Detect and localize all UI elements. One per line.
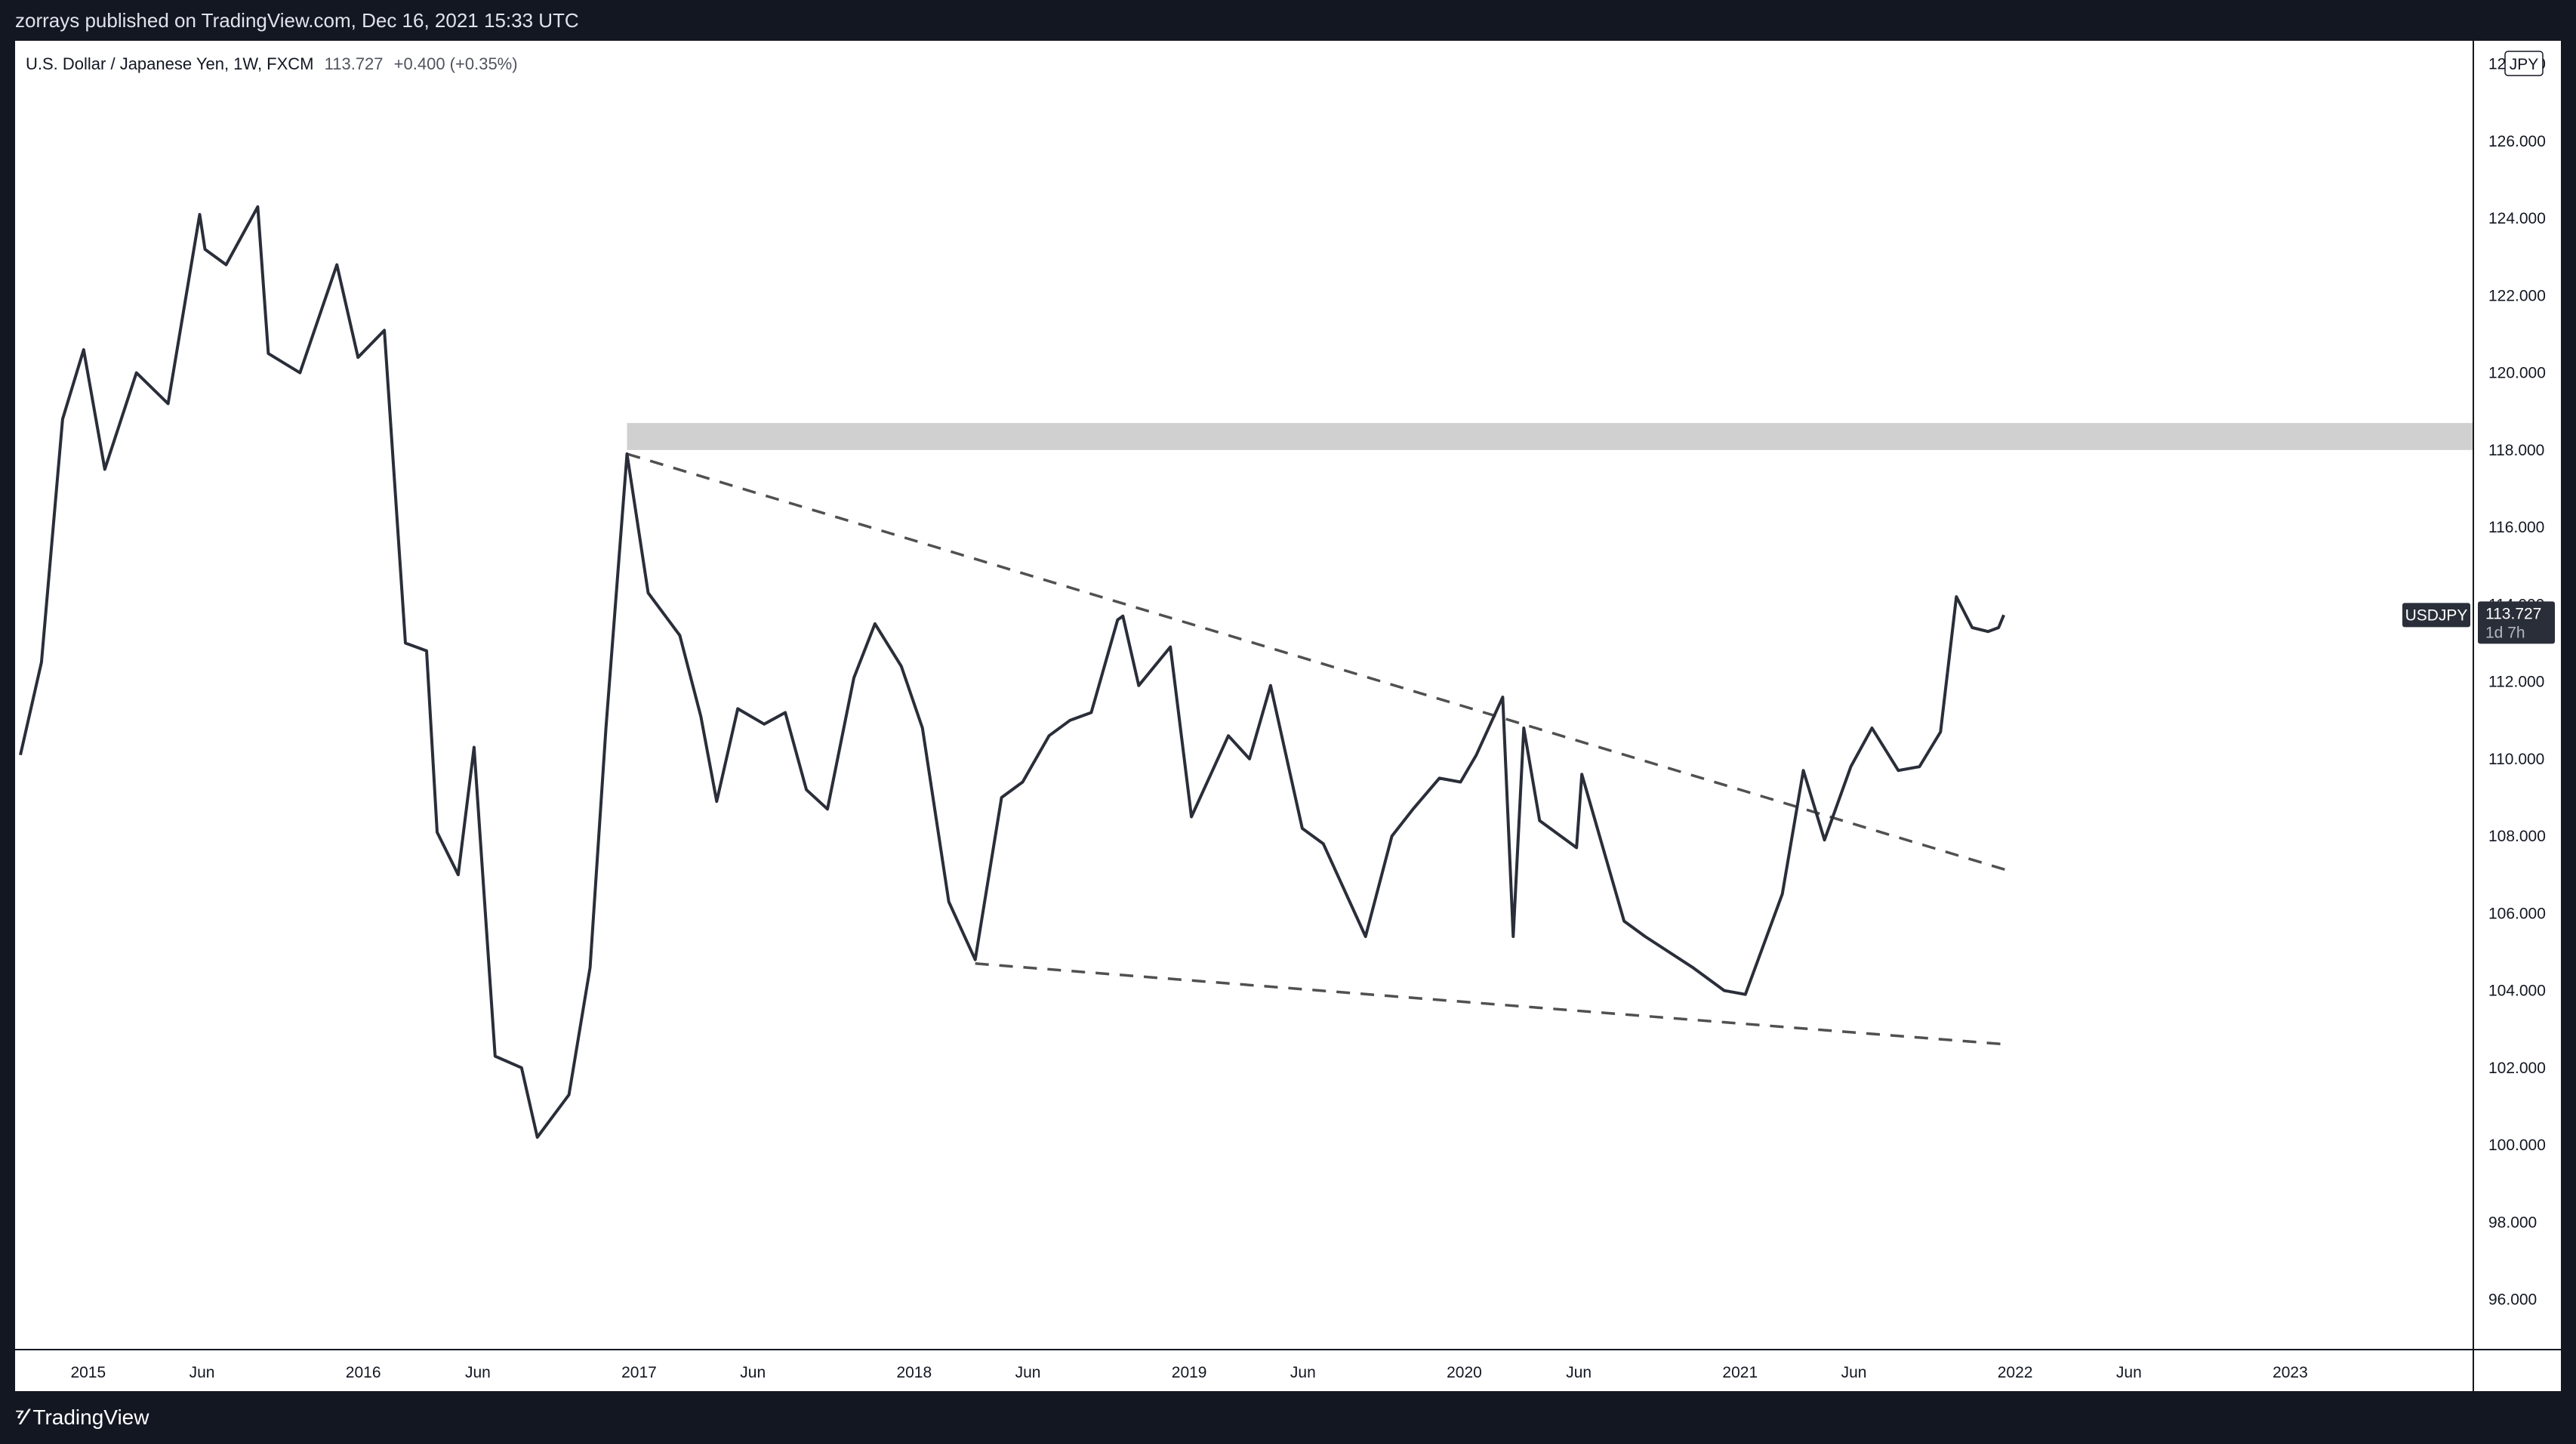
price-tick-label: 112.000 [2488, 674, 2544, 691]
price-tick-label: 100.000 [2488, 1137, 2546, 1154]
time-tick-label: Jun [740, 1364, 766, 1381]
price-tick-label: 108.000 [2488, 828, 2546, 845]
change-value: +0.400 (+0.35%) [393, 54, 518, 73]
price-tick-label: 122.000 [2488, 287, 2546, 304]
publish-header: zorrays published on TradingView.com, De… [0, 0, 2576, 41]
time-tick-label: 2023 [2272, 1364, 2308, 1381]
time-tick-label: Jun [1841, 1364, 1867, 1381]
price-tick-label: 118.000 [2488, 442, 2544, 459]
price-tick-label: 126.000 [2488, 133, 2546, 150]
price-tick-label: 124.000 [2488, 210, 2546, 227]
price-tick-label: 106.000 [2488, 905, 2546, 922]
time-tick-label: 2019 [1172, 1364, 1207, 1381]
price-tick-label: 98.000 [2488, 1214, 2537, 1231]
time-tick-label: Jun [190, 1364, 215, 1381]
chart-pane[interactable]: 128.000126.000124.000122.000120.000118.0… [15, 41, 2561, 1391]
price-tick-label: 96.000 [2488, 1291, 2537, 1309]
time-tick-label: Jun [465, 1364, 491, 1381]
time-tick-label: 2021 [1722, 1364, 1758, 1381]
time-tick-label: 2020 [1447, 1364, 1482, 1381]
symbol-tag: USDJPY [2405, 606, 2468, 624]
footer: ⁷⁄ TradingView [0, 1391, 2576, 1444]
brand-name: TradingView [32, 1405, 149, 1429]
price-tick-label: 120.000 [2488, 365, 2546, 382]
time-tick-label: 2018 [896, 1364, 932, 1381]
price-tick-label: 110.000 [2488, 751, 2544, 768]
resistance-zone [627, 423, 2474, 450]
time-tick-label: 2016 [346, 1364, 381, 1381]
last-value: 113.727 [324, 54, 384, 73]
price-tick-label: 116.000 [2488, 519, 2544, 536]
time-tick-label: Jun [1290, 1364, 1316, 1381]
tradingview-logo[interactable]: ⁷⁄ TradingView [15, 1405, 149, 1430]
time-tick-label: 2015 [70, 1364, 106, 1381]
price-series-line [19, 205, 2005, 1139]
symbol-legend: U.S. Dollar / Japanese Yen, 1W, FXCM 113… [26, 54, 518, 74]
price-tick-label: 102.000 [2488, 1060, 2546, 1077]
time-tick-label: Jun [1566, 1364, 1592, 1381]
time-tick-label: Jun [2116, 1364, 2142, 1381]
price-chart[interactable]: 128.000126.000124.000122.000120.000118.0… [15, 41, 2561, 1391]
last-price-tag-bg [2478, 601, 2555, 644]
time-tick-label: 2017 [621, 1364, 657, 1381]
currency-box[interactable] [2504, 51, 2544, 76]
last-price-tag: 113.727 [2485, 605, 2541, 622]
countdown-label: 1d 7h [2485, 624, 2525, 641]
tradingview-logo-icon: ⁷⁄ [15, 1405, 26, 1430]
symbol-title: U.S. Dollar / Japanese Yen, 1W, FXCM [26, 54, 314, 73]
symbol-tag-bg [2402, 603, 2470, 628]
price-tick-label: 104.000 [2488, 983, 2546, 1000]
currency-label: JPY [2510, 56, 2539, 73]
trendline-upper [627, 452, 2010, 872]
publish-info: zorrays published on TradingView.com, De… [15, 9, 579, 32]
time-tick-label: 2022 [1998, 1364, 2033, 1381]
time-tick-label: Jun [1015, 1364, 1041, 1381]
trendline-lower [975, 962, 2010, 1046]
